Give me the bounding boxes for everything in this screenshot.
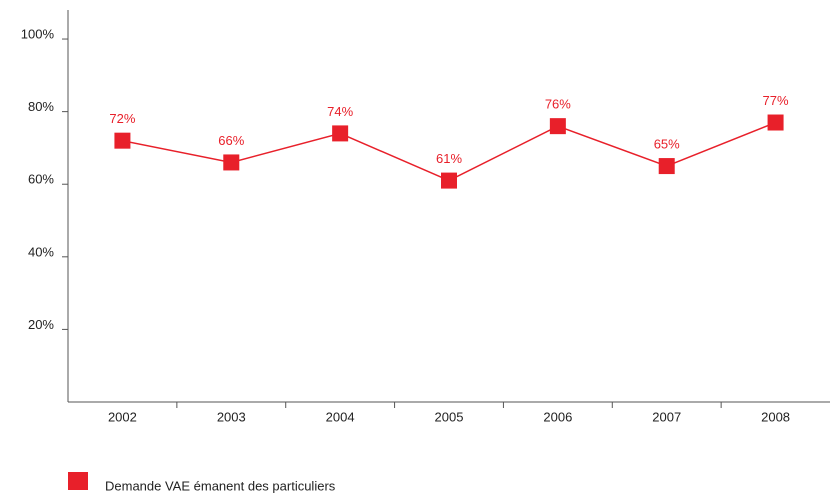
y-tick-label: 40% — [28, 244, 54, 259]
data-label: 65% — [654, 137, 680, 152]
y-tick-label: 80% — [28, 99, 54, 114]
data-label: 74% — [327, 104, 353, 119]
x-tick-label: 2005 — [435, 409, 464, 424]
point-marker — [223, 154, 240, 171]
legend-label: Demande VAE émanent des particuliers — [105, 478, 336, 493]
x-tick-label: 2004 — [326, 409, 355, 424]
x-tick-label: 2007 — [652, 409, 681, 424]
point-marker — [332, 125, 349, 142]
x-tick-label: 2002 — [108, 409, 137, 424]
point-marker — [114, 132, 131, 149]
data-label: 66% — [218, 133, 244, 148]
y-tick-label: 20% — [28, 317, 54, 332]
point-marker — [658, 158, 675, 175]
data-label: 77% — [763, 93, 789, 108]
point-marker — [767, 114, 784, 131]
legend-swatch — [68, 472, 88, 490]
data-label: 61% — [436, 151, 462, 166]
point-marker — [441, 172, 457, 189]
data-label: 76% — [545, 97, 571, 112]
x-tick-label: 2006 — [543, 409, 572, 424]
y-tick-label: 100% — [21, 26, 55, 41]
x-tick-label: 2008 — [761, 409, 790, 424]
data-label: 72% — [109, 111, 135, 126]
y-tick-label: 60% — [28, 172, 54, 187]
x-tick-label: 2003 — [217, 409, 246, 424]
point-marker — [549, 118, 566, 135]
